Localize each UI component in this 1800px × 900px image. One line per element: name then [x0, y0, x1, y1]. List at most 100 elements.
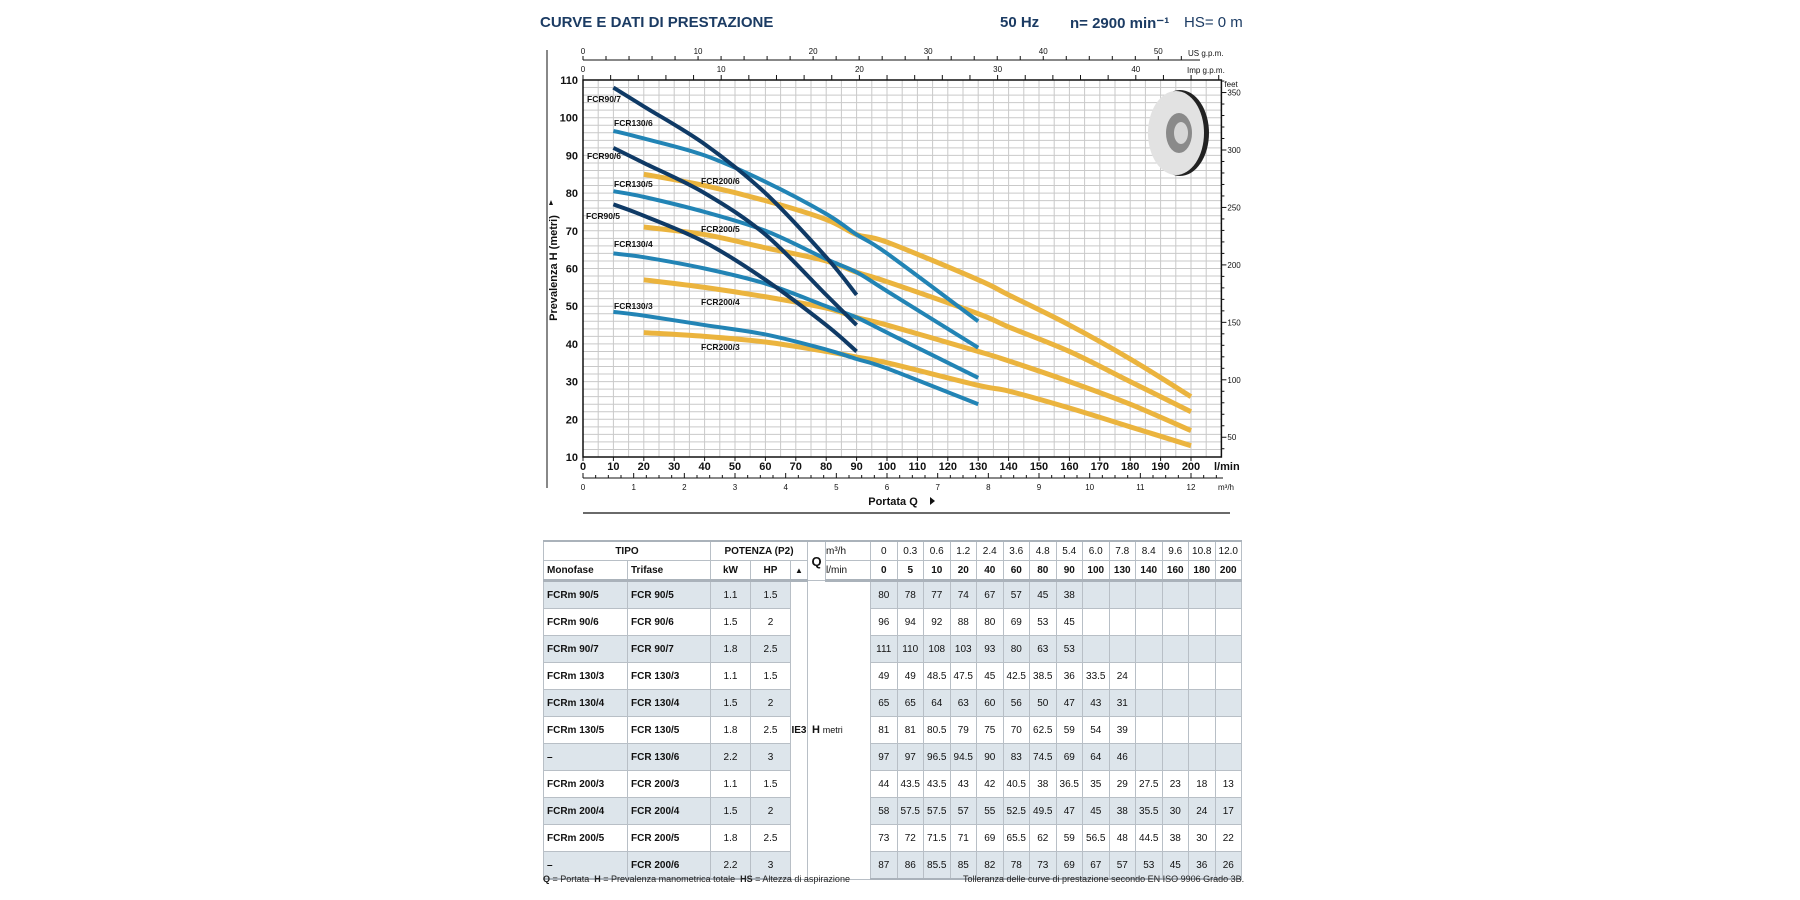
power-hp: 2.5 [750, 824, 791, 852]
head-value [1214, 662, 1242, 690]
power-hp: 3 [750, 743, 791, 771]
y-tick-label: 90 [566, 150, 578, 162]
head-value [1188, 608, 1216, 636]
m3h-tick-label: 6 [885, 483, 890, 492]
head-value: 57.5 [896, 797, 924, 825]
m3h-tick-label: 1 [631, 483, 636, 492]
x-unit-label: l/min [1214, 461, 1240, 473]
head-value [1214, 608, 1242, 636]
feet-unit-label: feet [1224, 80, 1238, 89]
head-value: 69 [1055, 851, 1083, 880]
y-tick-label: 110 [560, 75, 578, 87]
head-value: 59 [1055, 824, 1083, 852]
model-trifase: FCR 200/3 [627, 770, 711, 798]
head-value: 97 [870, 743, 898, 771]
curve-fcr200-6 [643, 171, 1193, 399]
head-value: 53 [1135, 851, 1163, 880]
flow-lmin: 90 [1055, 560, 1083, 582]
head-value: 88 [949, 608, 977, 636]
head-value: 38 [1161, 824, 1189, 852]
head-value: 67 [976, 580, 1004, 609]
y-tick-label: 80 [566, 188, 578, 200]
curve-label: FCR130/5 [614, 179, 653, 189]
head-value [1188, 580, 1216, 609]
x-tick-label: 70 [790, 461, 802, 473]
header-kw: kW [710, 560, 751, 582]
head-value [1135, 716, 1163, 744]
head-value: 42.5 [1002, 662, 1030, 690]
head-value: 62.5 [1029, 716, 1057, 744]
head-value [1214, 743, 1242, 771]
header-q: Q [807, 540, 826, 581]
head-value: 74 [949, 580, 977, 609]
head-value: 73 [1029, 851, 1057, 880]
us-gpm-unit-label: US g.p.m. [1188, 49, 1224, 58]
x-tick-label: 0 [580, 461, 586, 473]
curve-label: FCR200/6 [701, 176, 740, 186]
head-value: 24 [1108, 662, 1136, 690]
x-tick-label: 40 [698, 461, 710, 473]
head-value: 45 [1082, 797, 1110, 825]
curve-label: FCR130/3 [614, 301, 653, 311]
head-value: 30 [1161, 797, 1189, 825]
table-row: FCRm 90/5 FCR 90/5 1.1 1.5 IE3 H metri 80 78 77 7… [543, 580, 1242, 880]
head-value [1214, 580, 1242, 609]
x-tick-label: 110 [909, 461, 927, 473]
curve-fcr90-5 [612, 202, 858, 353]
head-value: 110 [896, 635, 924, 663]
curve-fcr130-4 [613, 251, 980, 380]
head-value [1108, 608, 1136, 636]
head-value: 80.5 [923, 716, 951, 744]
model-trifase: FCR 90/6 [627, 608, 711, 636]
head-value: 29 [1108, 770, 1136, 798]
head-value: 85.5 [923, 851, 951, 880]
head-value: 18 [1188, 770, 1216, 798]
power-kw: 1.8 [710, 716, 751, 744]
x-tick-label: 200 [1182, 461, 1200, 473]
head-value: 85 [949, 851, 977, 880]
x-tick-label: 160 [1060, 461, 1078, 473]
head-value: 45 [1055, 608, 1083, 636]
power-hp: 3 [750, 851, 791, 880]
head-value: 43 [1082, 689, 1110, 717]
curve-fcr200-5 [643, 224, 1193, 414]
imp-gpm-tick-label: 40 [1131, 65, 1140, 74]
head-value: 77 [923, 580, 951, 609]
power-hp: 1.5 [750, 770, 791, 798]
y-tick-label: 60 [566, 264, 578, 276]
head-value: 31 [1108, 689, 1136, 717]
curve-fcr200-4 [643, 277, 1192, 433]
x-tick-label: 170 [1091, 461, 1109, 473]
y-tick-label: 10 [566, 452, 578, 464]
head-value [1214, 716, 1242, 744]
head-value: 44.5 [1135, 824, 1163, 852]
feet-tick-label: 50 [1227, 433, 1236, 442]
flow-lmin: 5 [896, 560, 924, 582]
flow-m3h: 6.0 [1082, 540, 1110, 561]
header-monofase: Monofase [543, 560, 628, 582]
header-m3h-unit: m³/h [825, 540, 871, 561]
head-value: 22 [1214, 824, 1242, 852]
head-value: 94 [896, 608, 924, 636]
model-trifase: FCR 200/6 [627, 851, 711, 880]
head-value: 59 [1055, 716, 1083, 744]
model-monofase: FCRm 90/6 [543, 608, 628, 636]
head-value: 43 [949, 770, 977, 798]
power-hp: 2 [750, 689, 791, 717]
head-value: 96 [870, 608, 898, 636]
head-value: 63 [949, 689, 977, 717]
footer-tolerance: Tolleranza delle curve di prestazione se… [963, 874, 1245, 884]
head-value [1161, 743, 1189, 771]
head-value: 78 [1002, 851, 1030, 880]
head-value: 57 [949, 797, 977, 825]
head-value [1135, 743, 1163, 771]
curve-fcr130-5 [613, 189, 980, 350]
x-tick-label: 50 [729, 461, 741, 473]
curve-label: FCR90/5 [586, 211, 620, 221]
head-value: 23 [1161, 770, 1189, 798]
head-value: 69 [976, 824, 1004, 852]
x-tick-label: 190 [1151, 461, 1169, 473]
head-value: 47 [1055, 797, 1083, 825]
head-value: 65.5 [1002, 824, 1030, 852]
